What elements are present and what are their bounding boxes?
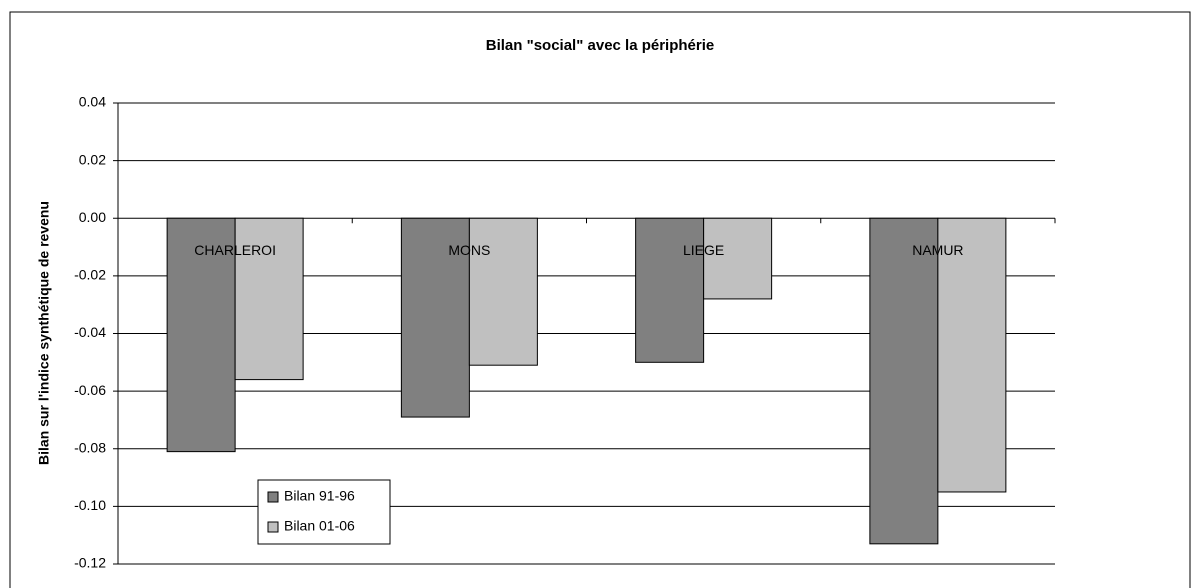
bar	[234, 217, 304, 381]
x-tick-label: NAMUR	[912, 242, 963, 258]
y-tick-label: 0.04	[79, 94, 106, 110]
bar	[635, 217, 705, 363]
bar	[937, 217, 1007, 493]
bar	[703, 217, 773, 300]
legend-swatch	[267, 491, 279, 503]
bar	[400, 217, 470, 418]
bar	[468, 217, 538, 366]
legend-box	[257, 479, 391, 545]
x-tick-label: LIEGE	[683, 242, 724, 258]
x-tick-label: MONS	[448, 242, 490, 258]
y-tick-label: -0.10	[74, 497, 106, 513]
legend-label: Bilan 91-96	[284, 488, 355, 504]
y-tick-label: 0.00	[79, 209, 106, 225]
bar	[869, 217, 939, 545]
legend-label: Bilan 01-06	[284, 518, 355, 534]
chart-title: Bilan "social" avec la périphérie	[486, 37, 715, 54]
x-tick-label: CHARLEROI	[194, 242, 276, 258]
bar	[166, 217, 236, 453]
y-tick-label: -0.04	[74, 324, 106, 340]
y-tick-label: -0.06	[74, 382, 106, 398]
y-tick-label: -0.02	[74, 267, 106, 283]
y-tick-label: -0.08	[74, 439, 106, 455]
y-tick-label: -0.12	[74, 555, 106, 571]
legend-swatch	[267, 521, 279, 533]
y-tick-label: 0.02	[79, 151, 106, 167]
y-axis-title: Bilan sur l'indice synthétique de revenu	[36, 201, 52, 465]
